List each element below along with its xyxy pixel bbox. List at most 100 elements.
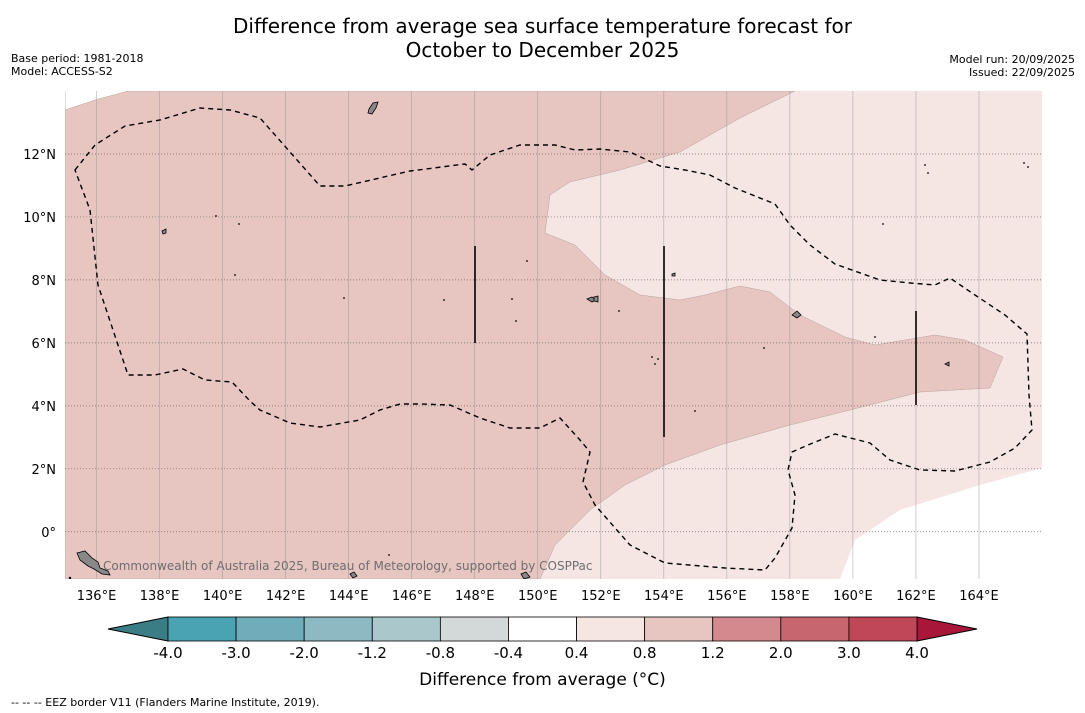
islet [511,298,513,300]
islet [68,576,72,579]
colorbar: -4.0 -3.0 -2.0 -1.2 -0.8 -0.4 0.4 0.8 1.2 2.0 3.0 4… [107,616,978,662]
survey-lines [474,246,917,437]
islet [927,172,929,174]
island [791,310,802,319]
islet [1027,166,1029,168]
eez-border-west [74,107,1033,571]
lat-label-8: 8°N [32,274,57,289]
colorbar-tick-3: -1.2 [358,644,387,662]
copyright-text: Commonwealth of Australia 2025, Bureau o… [103,559,593,573]
map-title: Difference from average sea surface temp… [0,14,1085,62]
lon-label-152: 152°E [581,589,621,604]
lon-label-136: 136°E [77,589,117,604]
colorbar-segment-8 [712,616,782,642]
colorbar-tick-6: 0.4 [565,644,589,662]
colorbar-segment-2 [303,616,373,642]
colorbar-segment-0 [167,616,237,642]
colorbar-segment-9 [780,616,850,642]
lon-label-142: 142°E [266,589,306,604]
islet [882,223,884,225]
island [367,101,379,115]
islet [651,356,653,358]
lon-label-156: 156°E [707,589,747,604]
islet [515,320,517,322]
lon-label-146: 146°E [392,589,432,604]
island [944,361,950,367]
colorbar-tick-10: 3.0 [837,644,861,662]
lat-label-10: 10°N [23,211,56,226]
colorbar-label: Difference from average (°C) [419,670,666,690]
islet [215,215,217,217]
colorbar-tick-4: -0.8 [426,644,455,662]
islet-dots [68,162,1029,579]
lon-label-158: 158°E [770,589,810,604]
colorbar-segment-10 [848,616,918,642]
colorbar-segment-3 [371,616,441,642]
islet [924,164,926,166]
latitude-labels: 12°N 10°N 8°N 6°N 4°N 2°N 0° [23,148,56,541]
colorbar-tick-5: -0.4 [494,644,523,662]
base-period: Base period: 1981-2018 [11,52,144,65]
colorbar-tick-0: -4.0 [153,644,182,662]
lon-label-138: 138°E [140,589,180,604]
island [76,550,111,576]
lon-label-140: 140°E [203,589,243,604]
lon-label-150: 150°E [518,589,558,604]
lon-label-154: 154°E [644,589,684,604]
colorbar-tick-11: 4.0 [905,644,929,662]
title-line-1: Difference from average sea surface temp… [232,14,852,38]
lon-label-160: 160°E [833,589,873,604]
title-line-2: October to December 2025 [405,38,680,62]
islet [654,363,656,365]
island [593,295,599,303]
island [349,571,358,579]
colorbar-tick-7: 0.8 [633,644,657,662]
islet [874,336,876,338]
lat-label-4: 4°N [32,400,57,415]
lat-label-2: 2°N [32,463,57,478]
colorbar-tick-9: 2.0 [769,644,793,662]
colorbar-segment-1 [235,616,305,642]
island [671,272,676,277]
islet [1023,162,1025,164]
map-area: Commonwealth of Australia 2025, Bureau o… [65,91,1042,579]
colorbar-segment-5 [508,616,577,642]
eez-footnote: -- -- -- EEZ border V11 (Flanders Marine… [11,696,320,709]
islet [343,297,345,299]
lon-label-162: 162°E [896,589,936,604]
island [161,228,167,235]
colorbar-segment-7 [644,616,714,642]
islet [694,410,696,412]
colorbar-tick-2: -2.0 [290,644,319,662]
model-run: Model run: 20/09/2025 [949,53,1075,66]
lat-label-6: 6°N [32,337,57,352]
colorbar-extend-low [107,616,169,642]
islet [657,358,659,360]
islet [526,260,528,262]
anomaly-band-0.4-0.8 [65,91,1042,579]
islet [238,223,240,225]
run-info: Model run: 20/09/2025 Issued: 22/09/2025 [949,53,1075,79]
model-name: Model: ACCESS-S2 [11,65,113,78]
islet [234,274,236,276]
model-info: Base period: 1981-2018 Model: ACCESS-S2 [11,52,143,78]
anomaly-band-0.8-1.2 [65,91,1004,579]
islet [388,554,390,556]
colorbar-segment-6 [576,616,646,642]
lon-label-164: 164°E [959,589,999,604]
lon-label-144: 144°E [329,589,369,604]
colorbar-tick-1: -3.0 [221,644,250,662]
colorbar-extend-high [916,616,978,642]
colorbar-segments [167,616,918,642]
lon-label-148: 148°E [455,589,495,604]
lat-label-12: 12°N [23,148,56,163]
islet [443,299,445,301]
islands [76,101,950,579]
issued-date: Issued: 22/09/2025 [968,66,1075,79]
colorbar-tick-8: 1.2 [701,644,725,662]
longitude-labels: 136°E 138°E 140°E 142°E 144°E 146°E 148°E 150°E… [77,589,999,604]
graticule [65,91,1042,579]
islet [763,347,765,349]
island [520,571,531,579]
